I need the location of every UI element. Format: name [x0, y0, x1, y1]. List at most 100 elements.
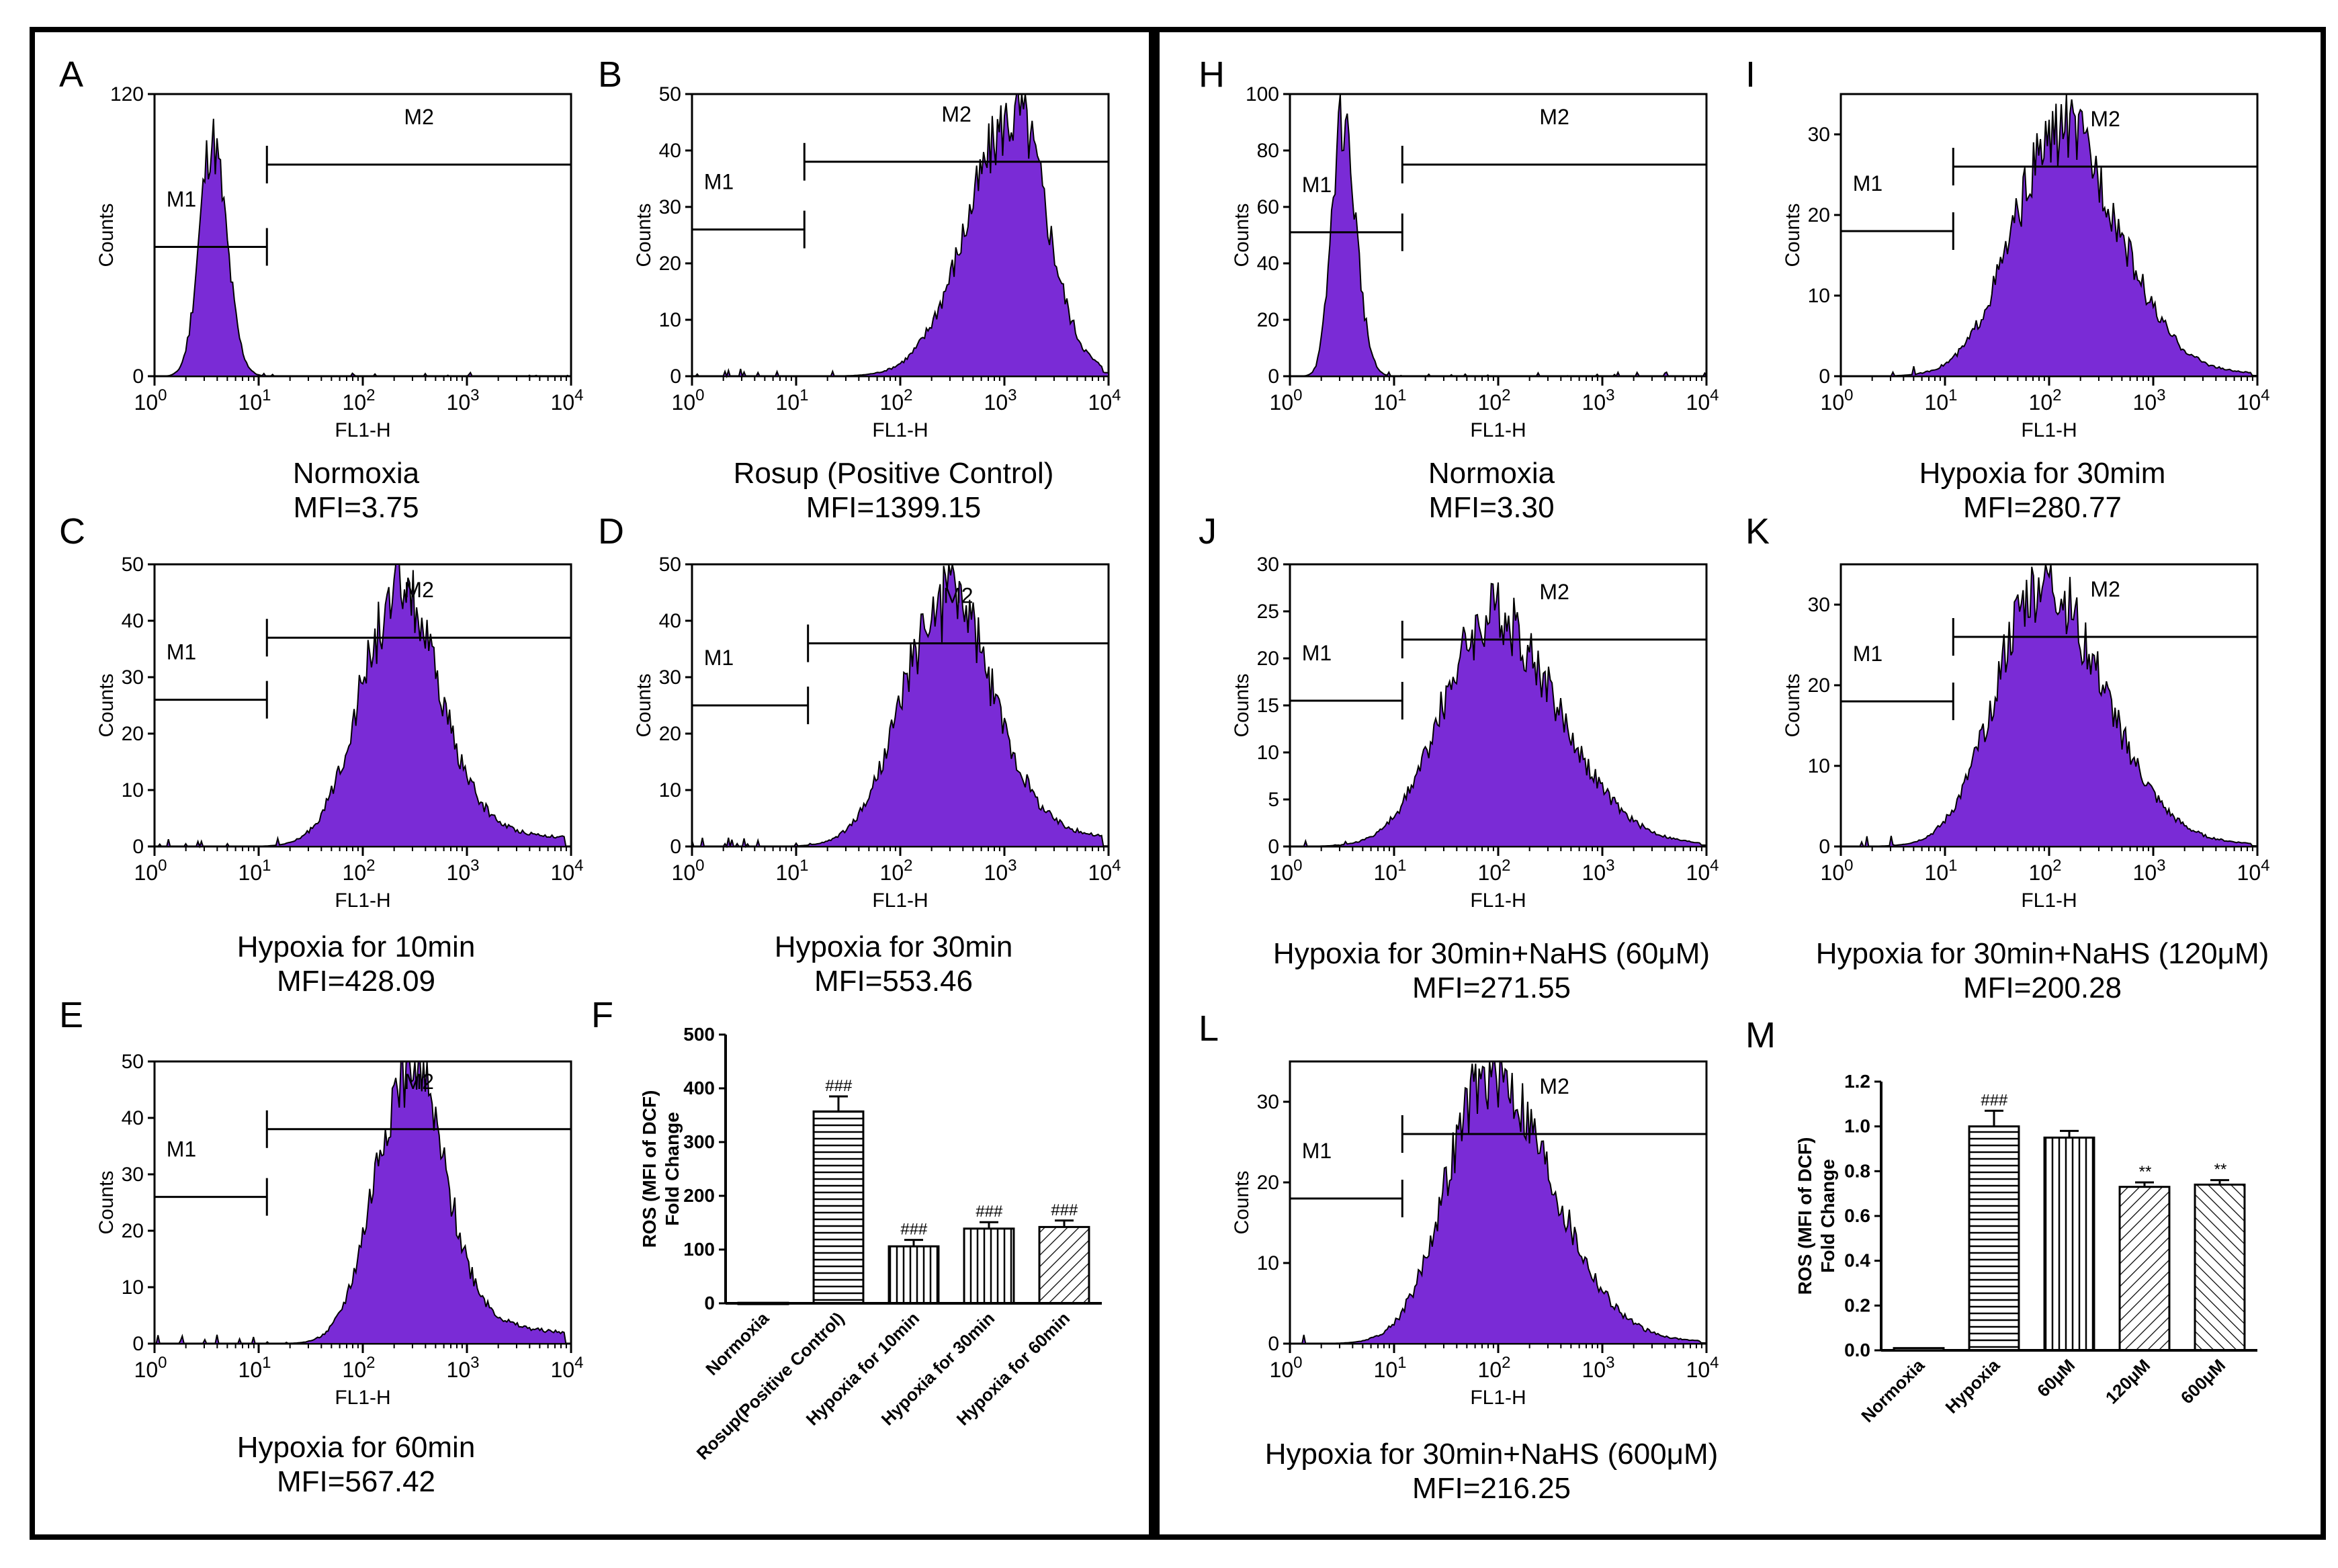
x-tick-label: 101: [776, 857, 809, 885]
y-axis-label: Counts: [1231, 673, 1253, 737]
y-tick-label: 20: [1257, 309, 1279, 331]
panel-letter: F: [591, 995, 613, 1035]
x-tick-label: 102: [1478, 386, 1511, 415]
panel-letter: B: [598, 54, 623, 95]
y-tick-label: 30: [1808, 594, 1830, 616]
x-axis-label: FL1-H: [335, 889, 390, 912]
significance-marker: **: [2138, 1163, 2151, 1181]
x-tick-label: 103: [1582, 1354, 1615, 1382]
histogram-panel-h: 0 20 40 60 80 100 100 101 102 103 104 FL1-H Counts M1…: [1231, 83, 1719, 441]
mfi-value: MFI=280.77: [1962, 490, 2122, 524]
mfi-value: MFI=200.28: [1962, 971, 2122, 1004]
y-tick-label: 300: [683, 1131, 715, 1152]
x-tick-label: 104: [1088, 857, 1121, 885]
bar: [887, 1245, 940, 1305]
panel-caption: Hypoxia for 30min MFI=553.46: [618, 930, 1169, 998]
mfi-value: MFI=553.46: [814, 964, 973, 998]
gate-label: M1: [167, 1137, 196, 1162]
y-tick-label: 0: [1268, 1333, 1279, 1355]
y-tick-label: 50: [122, 1051, 144, 1073]
x-tick-label: 104: [1686, 386, 1719, 415]
y-tick-label: 0: [1268, 365, 1279, 388]
y-tick-label: 5: [1268, 789, 1279, 811]
panel-letter: D: [598, 511, 624, 552]
y-tick-label: 40: [122, 1107, 144, 1129]
x-tick-label: 103: [2133, 857, 2166, 885]
y-tick-label: 40: [122, 610, 144, 632]
y-axis-label: Counts: [1782, 673, 1804, 737]
significance-marker: ###: [825, 1077, 853, 1095]
y-axis-label: Counts: [1231, 1170, 1253, 1234]
y-axis-label: Counts: [95, 1170, 118, 1234]
y-tick-label: 30: [659, 196, 681, 218]
x-tick-label: 104: [551, 386, 584, 415]
panel-caption: Normoxia MFI=3.30: [1216, 457, 1767, 525]
x-tick-label: 101: [1374, 386, 1407, 415]
y-axis-label: Counts: [633, 673, 655, 737]
x-tick-label: 103: [984, 857, 1017, 885]
y-tick-label: 30: [1257, 1091, 1279, 1113]
panel-caption: Hypoxia for 30min+NaHS (120μM) MFI=200.2…: [1767, 937, 2318, 1005]
x-tick-label: 101: [239, 1354, 271, 1382]
y-axis-label: Counts: [633, 203, 655, 267]
histogram-panel-l: 0 10 20 30 100 101 102 103 104 FL1-H Counts M1 M2: [1231, 1060, 1719, 1409]
x-tick-label: 100: [134, 1354, 167, 1382]
x-tick-label: 100: [1270, 857, 1303, 885]
condition-label: Normoxia: [1428, 457, 1555, 490]
y-tick-label: 30: [122, 1164, 144, 1186]
y-tick-label: 0.2: [1844, 1295, 1870, 1315]
histogram-area: [1289, 582, 1707, 847]
significance-marker: ###: [1981, 1091, 2008, 1109]
y-tick-label: 80: [1257, 140, 1279, 162]
x-tick-label: 102: [1478, 857, 1511, 885]
y-tick-label: 40: [659, 140, 681, 162]
x-tick-label: 102: [880, 857, 913, 885]
condition-label: Hypoxia for 60min: [236, 1431, 476, 1464]
histogram-area: [155, 1060, 571, 1344]
x-tick-label: 103: [447, 386, 480, 415]
condition-label: Hypoxia for 30min+NaHS (120μM): [1815, 937, 2269, 970]
gate-label: M1: [1853, 642, 1882, 666]
gate-label: M1: [1853, 171, 1882, 195]
x-axis-label: FL1-H: [335, 419, 390, 441]
x-tick-label: 101: [1374, 857, 1407, 885]
y-tick-label: 10: [659, 779, 681, 801]
category-label: 600μM: [2177, 1355, 2229, 1407]
x-tick-label: 103: [1582, 386, 1615, 415]
panel-letter: J: [1199, 511, 1217, 552]
y-tick-label: 0: [132, 836, 144, 858]
y-tick-label: 1.0: [1844, 1116, 1870, 1137]
y-tick-label: 120: [110, 83, 144, 105]
y-tick-label: 20: [122, 1220, 144, 1242]
panel-caption: Normoxia MFI=3.75: [81, 457, 632, 525]
condition-label: Hypoxia for 30min: [774, 930, 1013, 963]
y-axis-label: ROS (MFI of DCF): [639, 1090, 660, 1248]
condition-label: Rosup (Positive Control): [733, 457, 1054, 490]
y-tick-label: 0: [670, 836, 681, 858]
y-tick-label: 10: [1257, 1252, 1279, 1274]
y-tick-label: 10: [122, 779, 144, 801]
histogram-panel-k: 0 10 20 30 100 101 102 103 104 FL1-H Counts M1 M2: [1782, 563, 2269, 912]
gate-label: M2: [404, 1070, 433, 1094]
panel-letter: E: [59, 995, 84, 1035]
condition-label: Hypoxia for 30mim: [1919, 457, 2166, 490]
x-tick-label: 103: [447, 857, 480, 885]
mfi-value: MFI=271.55: [1412, 971, 1571, 1004]
y-tick-label: 0: [132, 1333, 144, 1355]
gate-label: M2: [2090, 107, 2120, 131]
x-axis-label: FL1-H: [2021, 889, 2077, 912]
y-axis-label: Counts: [95, 673, 118, 737]
panel-letter: H: [1199, 54, 1225, 95]
bar: [963, 1227, 1015, 1305]
histogram-panel-d: 0 10 20 30 40 50 100 101 102 103 104 FL1-H Counts M1 M…: [633, 554, 1121, 912]
bar-chart-panel-f: 0 100 200 300 400 500 Normoxia ### Rosup(Positiv…: [639, 1024, 1102, 1464]
y-tick-label: 60: [1257, 196, 1279, 218]
y-tick-label: 10: [1808, 285, 1830, 307]
x-tick-label: 103: [447, 1354, 480, 1382]
y-tick-label: 20: [659, 723, 681, 745]
x-tick-label: 102: [1478, 1354, 1511, 1382]
x-tick-label: 101: [1925, 857, 1958, 885]
histogram-area: [1290, 1060, 1707, 1344]
mfi-value: MFI=428.09: [276, 964, 436, 998]
